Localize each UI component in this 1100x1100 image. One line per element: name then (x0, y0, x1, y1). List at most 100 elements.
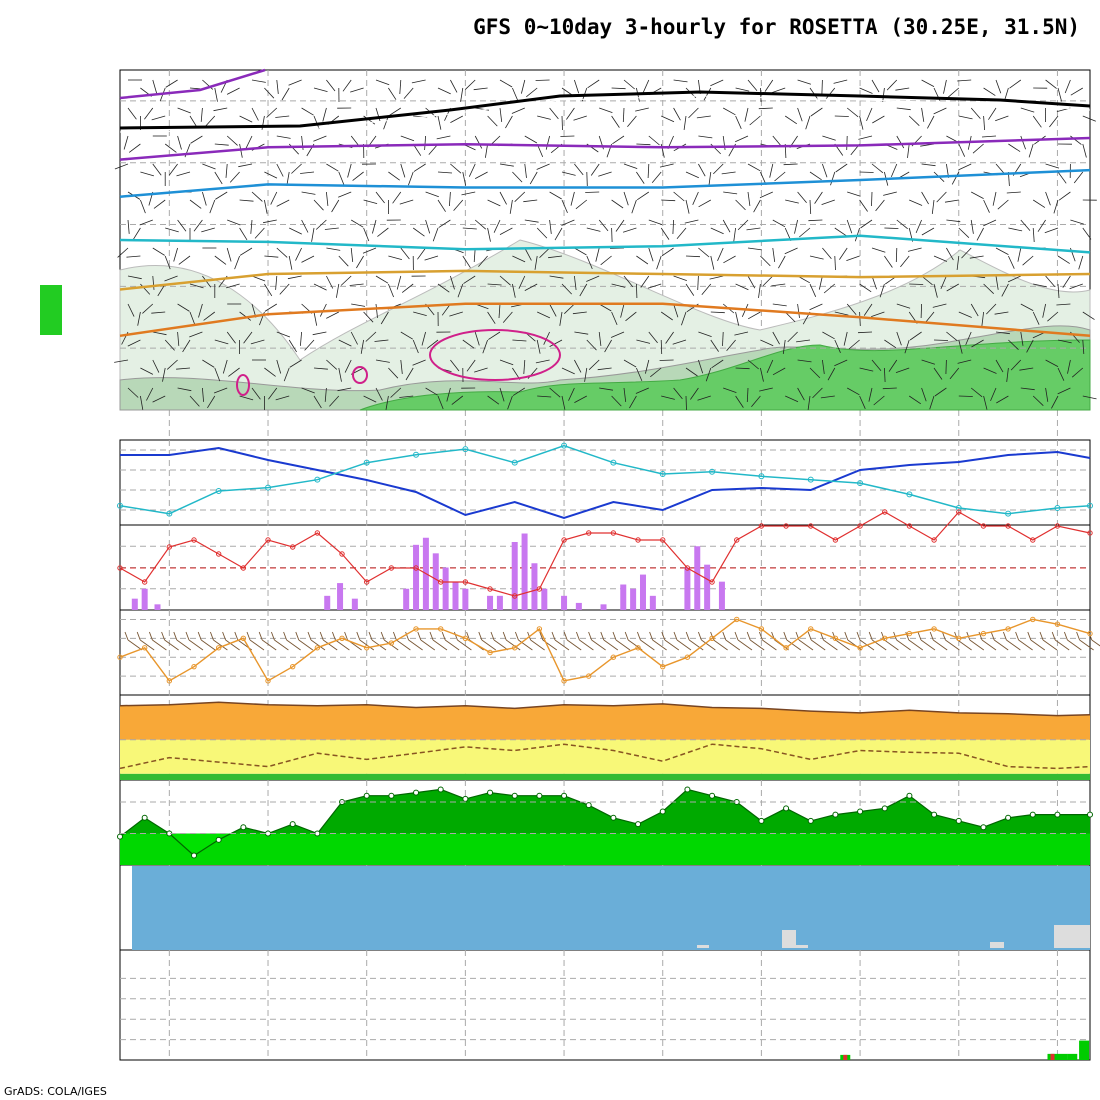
wind-barb (711, 359, 724, 369)
wind-barb (176, 171, 191, 177)
wind-barb (276, 359, 282, 374)
wind-barb (512, 171, 523, 183)
wind-barb (441, 303, 451, 316)
wind-barb (821, 79, 823, 95)
wind-barb (338, 339, 352, 347)
wind-barb (140, 395, 144, 410)
wind-barb (1047, 311, 1059, 322)
wind-barb-flag (563, 631, 568, 641)
wind-barb (886, 79, 898, 91)
cloud-gap (796, 945, 808, 948)
thickness-point (758, 473, 765, 480)
precip-frame (119, 949, 1091, 1061)
wind-barb (1006, 367, 1009, 382)
wind-barb (933, 283, 938, 298)
cape-bar (575, 602, 582, 610)
wind-barb (610, 331, 625, 338)
wind-barb (859, 171, 874, 173)
wind-barb (615, 219, 625, 232)
wind-barb (530, 639, 545, 651)
wind-barb (564, 303, 575, 314)
cape-bar (452, 581, 459, 610)
wind-barb (981, 639, 997, 651)
wind-barb (151, 115, 166, 121)
wind-barb (276, 135, 291, 139)
wind-barb (499, 387, 505, 402)
wind-barb (363, 395, 377, 403)
wind-barb (388, 171, 400, 181)
wind-barb (611, 227, 613, 243)
wind-barb (524, 247, 532, 261)
wind-barb (213, 387, 228, 394)
wind-barb (1082, 339, 1085, 355)
wind-barb (957, 79, 972, 82)
wind-barb (266, 107, 278, 118)
lifted-index-point (191, 537, 197, 543)
wind-barb (705, 367, 712, 382)
wind-barb (664, 639, 680, 651)
wind-barb (797, 303, 800, 318)
rh-contour-dark (359, 339, 1091, 411)
wind-barb (647, 163, 650, 179)
wind-barb (945, 359, 947, 375)
wind-barb-flag (270, 631, 275, 641)
wind-barb (298, 639, 314, 651)
wind-barb (932, 303, 947, 308)
wind-barb (598, 171, 612, 177)
wind-barb (786, 639, 802, 651)
wind-barb (866, 107, 873, 122)
wind-barb (751, 395, 761, 407)
wind-barb (215, 191, 228, 200)
wind-barb (1032, 311, 1040, 325)
wind-barb (944, 199, 959, 203)
wind-barb-flag (807, 631, 812, 641)
wind-barb (165, 227, 179, 233)
wind-barb (313, 311, 318, 326)
wind-barb (921, 359, 936, 365)
wind-speed-point (832, 635, 839, 642)
wind-barb (478, 255, 488, 267)
wind-barb (1082, 143, 1087, 158)
wind-barb (412, 339, 419, 354)
wind-barb (586, 255, 593, 270)
wind-barb (326, 311, 339, 319)
lifted-index-point (487, 586, 493, 592)
isotherm-30-small (236, 374, 250, 396)
cape-bar (432, 553, 439, 610)
wind-barb (202, 163, 216, 170)
wind-barb (1032, 395, 1044, 406)
wind-barb (1020, 331, 1024, 346)
wind-barb (313, 115, 320, 130)
wind-barb (818, 275, 823, 290)
wind-barb (895, 367, 910, 373)
wind-barb (363, 311, 374, 323)
wind-barb (958, 339, 963, 354)
wind-barb (588, 359, 600, 370)
wind-barb (753, 199, 761, 213)
wind-barb (995, 331, 1010, 335)
thickness-point (561, 442, 568, 449)
wind-barb (586, 227, 601, 232)
wind-barb-flag (380, 631, 385, 641)
wind-barb (182, 339, 191, 353)
wind-barb-flag (441, 631, 446, 641)
wind-barb (336, 283, 340, 298)
wind-barb (437, 171, 453, 174)
wind-barb (625, 311, 637, 322)
wind-barb (177, 107, 191, 114)
wind-barb (839, 247, 848, 260)
wind-barb (450, 275, 455, 290)
wind-barb (1045, 79, 1057, 89)
wind-barb (362, 247, 377, 254)
wind-barb (584, 367, 588, 382)
wind-speed-point (1087, 630, 1093, 637)
wind-barb (275, 115, 290, 118)
wind-barb (884, 227, 899, 229)
wind-barb (834, 255, 836, 271)
wind-barb (283, 367, 290, 382)
wind-barb (636, 283, 638, 299)
wind-barb (713, 639, 728, 651)
wind-barb (835, 163, 848, 173)
wind-barb (932, 639, 948, 651)
wind-barb (1056, 303, 1071, 306)
